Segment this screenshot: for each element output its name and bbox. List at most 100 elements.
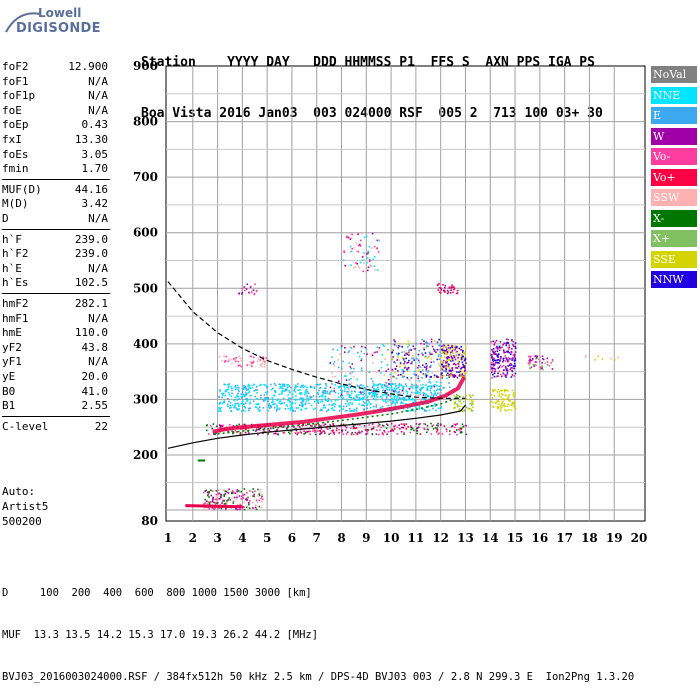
echo-dot bbox=[220, 410, 222, 413]
echo-dot bbox=[292, 393, 294, 396]
echo-dot bbox=[450, 372, 453, 374]
x-tick-label: 5 bbox=[263, 531, 271, 545]
echo-dot bbox=[502, 357, 505, 360]
echo-dot bbox=[320, 399, 323, 401]
echo-dot bbox=[423, 343, 425, 345]
echo-dot bbox=[507, 360, 510, 363]
footer-info: D 100 200 400 600 800 1000 1500 3000 [km… bbox=[2, 558, 634, 698]
echo-dot bbox=[400, 400, 403, 403]
param-row: foEs 3.05 bbox=[2, 148, 108, 162]
echo-dot bbox=[439, 344, 441, 346]
echo-dot bbox=[492, 405, 495, 408]
echo-dot bbox=[444, 366, 447, 369]
echo-dot bbox=[381, 432, 384, 434]
echo-dot bbox=[387, 394, 390, 396]
echo-dot bbox=[349, 372, 352, 375]
echo-dot bbox=[274, 391, 277, 394]
echo-dot bbox=[453, 403, 456, 405]
echo-dot bbox=[363, 236, 366, 239]
echo-dot bbox=[315, 384, 318, 386]
echo-dot bbox=[417, 375, 419, 377]
param-value: 0.43 bbox=[81, 118, 109, 132]
echo-dot bbox=[454, 424, 457, 426]
echo-dot bbox=[384, 393, 387, 396]
echo-dot bbox=[402, 358, 405, 360]
echo-dot bbox=[333, 402, 335, 405]
echo-dot bbox=[321, 431, 323, 434]
echo-dot bbox=[322, 400, 324, 403]
echo-dot bbox=[490, 366, 492, 369]
echo-dot bbox=[398, 391, 400, 393]
echo-dot bbox=[297, 398, 300, 401]
echo-dot bbox=[411, 357, 413, 360]
echo-dot bbox=[433, 361, 435, 363]
echo-dot bbox=[394, 403, 396, 405]
echo-dot bbox=[241, 410, 243, 413]
echo-dot bbox=[495, 339, 498, 342]
echo-dot bbox=[384, 390, 386, 392]
echo-dot bbox=[461, 366, 463, 369]
echo-dot bbox=[402, 372, 404, 374]
echo-dot bbox=[426, 371, 429, 373]
echo-dot bbox=[445, 428, 448, 431]
echo-dot bbox=[347, 236, 350, 239]
legend-item-ssw: SSW bbox=[651, 189, 697, 206]
echo-dot bbox=[402, 369, 405, 372]
x-tick-label: 19 bbox=[606, 531, 623, 545]
echo-dot bbox=[442, 289, 445, 292]
echo-dot bbox=[337, 366, 340, 369]
x-tick-label: 12 bbox=[432, 531, 449, 545]
echo-dot bbox=[456, 433, 458, 436]
echo-dot bbox=[383, 345, 385, 347]
echo-dot bbox=[349, 410, 351, 412]
echo-dot bbox=[270, 388, 273, 391]
echo-dot bbox=[259, 383, 262, 386]
echo-dot bbox=[349, 395, 352, 397]
echo-dot bbox=[358, 399, 361, 401]
echo-dot bbox=[409, 386, 412, 388]
echo-dot bbox=[512, 403, 514, 406]
echo-dot bbox=[327, 409, 329, 411]
echo-dot bbox=[339, 389, 342, 391]
echo-dot bbox=[289, 401, 291, 403]
echo-dot bbox=[348, 350, 351, 352]
echo-dot bbox=[496, 359, 499, 361]
echo-dot bbox=[421, 377, 423, 379]
echo-dot bbox=[431, 425, 434, 427]
echo-dot bbox=[541, 365, 543, 368]
echo-dot bbox=[330, 400, 333, 402]
echo-dot bbox=[366, 353, 368, 356]
x-tick-label: 10 bbox=[383, 531, 400, 545]
echo-dot bbox=[333, 433, 335, 436]
echo-dot bbox=[464, 357, 467, 360]
echo-dot bbox=[458, 400, 460, 403]
echo-dot bbox=[241, 287, 243, 290]
echo-dot bbox=[459, 400, 461, 402]
echo-dot bbox=[460, 427, 463, 430]
echo-dot bbox=[221, 425, 223, 427]
echo-dot bbox=[395, 399, 398, 402]
echo-dot bbox=[238, 292, 240, 295]
echo-dot bbox=[459, 429, 461, 431]
echo-dot bbox=[454, 375, 457, 377]
echo-dot bbox=[236, 508, 239, 511]
echo-dot bbox=[228, 407, 231, 409]
echo-dot bbox=[337, 399, 339, 401]
echo-dot bbox=[315, 423, 318, 426]
echo-dot bbox=[465, 397, 468, 400]
echo-dot bbox=[276, 408, 278, 410]
echo-dot bbox=[426, 345, 429, 347]
echo-dot bbox=[248, 292, 251, 294]
echo-dot bbox=[440, 287, 442, 290]
echo-dot bbox=[280, 385, 282, 388]
echo-dot bbox=[248, 502, 251, 504]
echo-dot bbox=[273, 382, 276, 385]
echo-dot bbox=[387, 431, 390, 433]
echo-dot bbox=[248, 386, 251, 389]
echo-dot bbox=[511, 348, 513, 350]
echo-dot bbox=[498, 394, 500, 397]
echo-dot bbox=[331, 383, 333, 385]
auto-version: 500200 bbox=[2, 515, 42, 528]
echo-dot bbox=[433, 385, 436, 388]
echo-dot bbox=[440, 384, 442, 387]
